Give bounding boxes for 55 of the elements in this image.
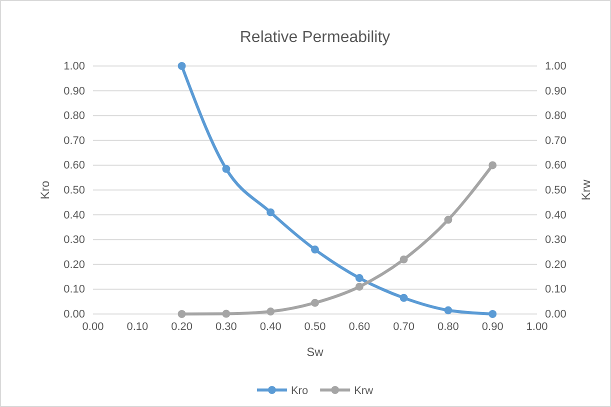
- x-axis-title: Sw: [306, 345, 324, 359]
- y-tick-label: 0.30: [64, 234, 85, 246]
- y-tick-label: 1.00: [64, 60, 85, 73]
- y2-tick-label: 0.70: [545, 134, 566, 147]
- y2-tick-label: 0.30: [545, 234, 566, 246]
- y2-tick-label: 0.00: [545, 308, 566, 321]
- point: [178, 62, 186, 70]
- legend-label: Kro: [290, 385, 308, 397]
- y2-tick-label: 0.80: [545, 110, 566, 122]
- y-tick-label: 0.50: [64, 184, 85, 197]
- x-tick-label: 1.00: [526, 320, 548, 333]
- x-tick-label: 0.40: [260, 320, 282, 333]
- x-tick-label: 0.70: [393, 320, 415, 333]
- y-tick-label: 0.20: [64, 258, 85, 271]
- y2-tick-label: 0.50: [545, 184, 566, 197]
- legend-label: Krw: [354, 385, 374, 397]
- x-tick-label: 0.00: [82, 320, 104, 333]
- point: [488, 310, 497, 318]
- y-axis-title: Kro: [38, 180, 52, 200]
- point: [400, 255, 408, 264]
- y2-axis-title: Krw: [579, 179, 593, 200]
- y-tick-label: 0.90: [64, 85, 85, 98]
- point: [400, 294, 408, 302]
- point: [311, 298, 319, 307]
- point: [444, 216, 452, 224]
- x-tick-label: 0.50: [304, 320, 326, 333]
- y-tick-label: 0.10: [64, 284, 85, 296]
- point: [444, 306, 452, 314]
- y2-tick-label: 1.00: [545, 60, 566, 73]
- y2-tick-label: 0.40: [545, 209, 566, 222]
- point: [355, 282, 364, 291]
- x-tick-label: 0.30: [215, 320, 237, 333]
- y2-tick-label: 0.10: [545, 284, 566, 296]
- x-tick-label: 0.10: [126, 320, 148, 333]
- y2-tick-label: 0.90: [545, 85, 566, 98]
- y-tick-label: 0.00: [64, 308, 85, 321]
- point: [222, 164, 230, 173]
- x-tick-label: 0.20: [171, 320, 193, 333]
- point: [355, 274, 364, 282]
- point: [178, 310, 186, 318]
- y2-tick-label: 0.20: [545, 258, 566, 271]
- y-tick-label: 0.40: [64, 209, 85, 222]
- point: [488, 161, 497, 170]
- x-tick-label: 0.60: [348, 320, 370, 333]
- y-tick-label: 0.60: [64, 160, 85, 172]
- y-tick-label: 0.80: [64, 110, 85, 122]
- point: [266, 208, 275, 216]
- point: [222, 310, 230, 318]
- point: [266, 308, 275, 316]
- x-tick-label: 0.80: [437, 320, 459, 333]
- y2-tick-label: 0.60: [545, 160, 566, 172]
- point: [311, 246, 319, 254]
- chart-title: Relative Permeability: [240, 29, 390, 46]
- y-tick-label: 0.70: [64, 134, 85, 147]
- x-tick-label: 0.90: [482, 320, 504, 333]
